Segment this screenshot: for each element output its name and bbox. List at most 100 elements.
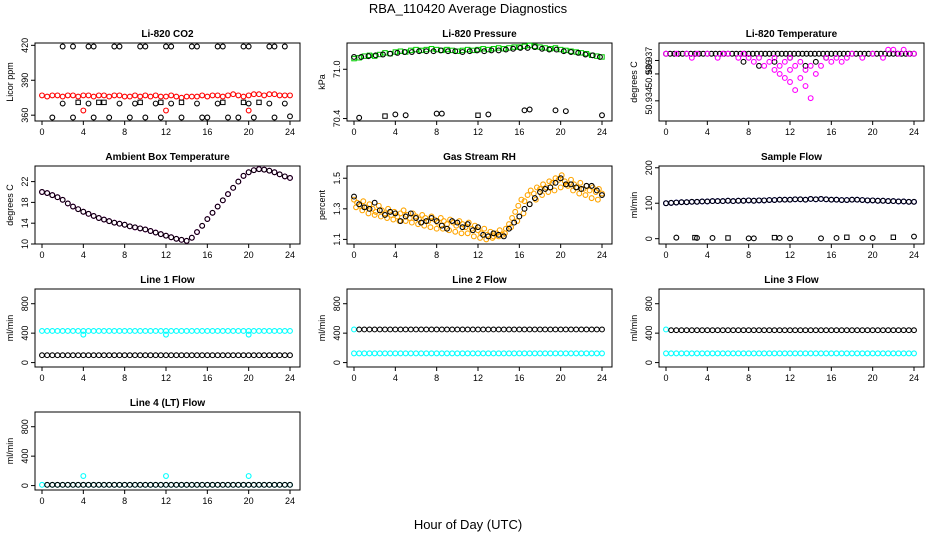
data-point [90, 93, 97, 100]
data-point [521, 107, 528, 114]
data-point [178, 327, 185, 334]
data-point [454, 326, 461, 333]
data-point [547, 46, 554, 52]
panel-title: Line 2 Flow [452, 275, 507, 286]
data-point [694, 350, 700, 357]
data-point [557, 175, 564, 182]
x-tick-label: 16 [202, 373, 212, 383]
data-point [512, 208, 519, 215]
data-point [792, 87, 799, 94]
data-point [366, 326, 373, 333]
data-point [230, 481, 237, 488]
data-point [256, 166, 262, 173]
data-point [54, 327, 61, 334]
data-point [750, 58, 757, 65]
data-point [90, 212, 97, 219]
data-point [692, 234, 698, 241]
data-point [199, 92, 206, 99]
data-point [725, 197, 731, 204]
data-point [397, 218, 404, 225]
y-axis-label: Licor ppm [5, 62, 15, 102]
data-point [583, 326, 590, 333]
data-point [859, 327, 866, 334]
data-point [39, 352, 45, 359]
data-point [54, 194, 61, 201]
data-point [843, 54, 850, 61]
data-point [188, 481, 195, 488]
data-point [766, 50, 773, 57]
data-point [137, 99, 143, 106]
data-point [132, 327, 138, 334]
data-point [59, 93, 66, 100]
data-point [673, 199, 680, 206]
y-tick-label: 0 [644, 236, 654, 241]
x-tick-label: 24 [285, 496, 295, 506]
data-point [709, 235, 716, 241]
x-tick-label: 12 [473, 373, 483, 383]
data-point [485, 350, 492, 357]
data-point [225, 327, 231, 334]
data-point [235, 481, 242, 488]
series-3 [356, 326, 605, 333]
data-point [132, 481, 138, 488]
x-axis-title: Hour of Day (UTC) [413, 517, 523, 532]
data-point [351, 193, 357, 200]
data-point [464, 230, 471, 237]
data-point [838, 327, 845, 334]
data-point [454, 48, 461, 54]
data-point [762, 50, 769, 57]
data-point [220, 99, 226, 106]
data-point [683, 50, 690, 57]
data-point [580, 185, 587, 192]
data-point [261, 166, 268, 173]
data-point [378, 207, 385, 214]
data-point [101, 92, 107, 99]
y-axis-label: ml/min [629, 315, 639, 342]
data-point [421, 222, 428, 229]
data-point [225, 352, 231, 359]
data-point [168, 43, 175, 50]
data-point [500, 350, 507, 357]
x-tick-label: 8 [746, 127, 751, 137]
data-point [281, 92, 288, 99]
data-point [168, 234, 175, 241]
data-point [787, 66, 793, 73]
data-point [673, 327, 680, 334]
data-point [168, 327, 175, 334]
data-point [142, 352, 149, 359]
data-point [219, 327, 226, 334]
data-point [557, 350, 564, 357]
data-point [433, 350, 440, 357]
data-point [673, 50, 680, 57]
data-point [859, 197, 866, 203]
data-point [771, 66, 778, 73]
data-point [382, 326, 388, 333]
data-point [245, 43, 252, 50]
data-point [423, 350, 430, 357]
data-point [823, 54, 830, 61]
data-point [95, 215, 102, 221]
data-point [588, 182, 595, 189]
data-point [880, 197, 886, 204]
data-point [745, 350, 752, 357]
data-point [382, 211, 388, 218]
data-point [256, 352, 262, 359]
data-point [547, 350, 554, 357]
data-point [408, 49, 415, 55]
data-point [549, 179, 556, 186]
data-point [708, 50, 715, 57]
data-point [824, 50, 831, 57]
x-tick-label: 12 [161, 373, 171, 383]
data-point [531, 326, 538, 333]
data-point [474, 47, 480, 54]
data-point [459, 224, 466, 231]
data-point [59, 481, 66, 488]
data-point [445, 48, 451, 55]
data-point [419, 211, 426, 218]
data-point [245, 331, 252, 338]
data-point [833, 235, 840, 241]
data-point [557, 184, 564, 191]
data-point [438, 110, 445, 117]
data-point [287, 352, 293, 359]
data-point [683, 327, 690, 334]
